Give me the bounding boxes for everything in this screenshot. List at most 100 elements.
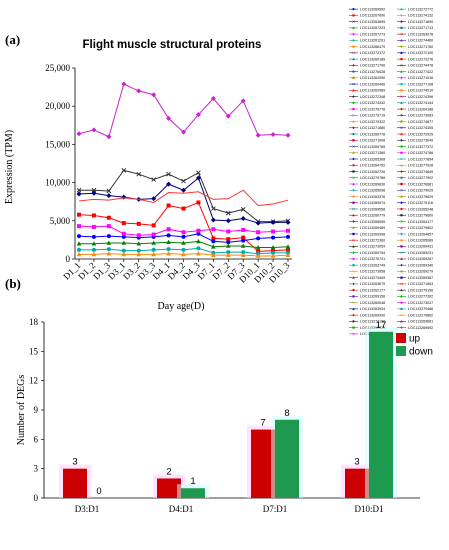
data-point	[255, 220, 261, 226]
data-point	[286, 247, 290, 252]
data-point	[166, 251, 171, 256]
data-point	[151, 232, 156, 237]
data-point	[136, 221, 141, 226]
legend-marker	[352, 239, 355, 242]
chart-a-title: Flight muscle structural proteins	[83, 39, 262, 51]
data-point	[181, 206, 186, 211]
legend-marker	[400, 57, 403, 61]
legend-marker	[400, 163, 403, 167]
chart-a-xlabel: Day age(D)	[158, 301, 205, 312]
data-point	[211, 252, 216, 257]
legend-marker	[352, 307, 355, 310]
legend-label: LOC113271880	[360, 126, 385, 130]
data-point	[151, 240, 156, 245]
data-point	[271, 248, 276, 253]
legend-label: LOC113263934	[360, 307, 385, 311]
y-tick-label: 20,000	[45, 101, 70, 111]
data-point	[77, 212, 81, 217]
legend-marker	[352, 139, 355, 142]
legend-label: LOC113269287	[408, 257, 433, 261]
legend-marker	[400, 320, 403, 323]
data-point	[166, 247, 171, 252]
legend-marker	[352, 107, 355, 111]
legend-marker	[400, 226, 403, 229]
data-point	[121, 240, 127, 245]
legend-label: LOC113274332	[360, 101, 385, 105]
legend-marker	[352, 220, 355, 223]
legend-label: LOC113277372	[408, 145, 433, 149]
legend-marker	[400, 220, 403, 223]
legend-label: LOC113272925	[408, 132, 433, 136]
data-point	[121, 194, 127, 200]
legend-marker	[352, 188, 355, 192]
legend-marker	[352, 45, 355, 48]
data-point	[166, 181, 172, 187]
data-point	[181, 178, 186, 184]
legend-marker	[352, 70, 355, 73]
legend-marker	[400, 39, 403, 42]
legend-label: LOC113279629	[408, 195, 433, 199]
legend-marker	[400, 282, 403, 286]
legend-label: LOC113266479	[360, 45, 385, 49]
data-point	[181, 187, 186, 193]
legend-marker	[400, 132, 403, 136]
legend-label: LOC113272100	[408, 51, 433, 55]
data-point	[210, 217, 216, 223]
data-point	[76, 251, 82, 257]
legend-marker	[400, 245, 403, 248]
x-tick-label: D3:D1	[75, 504, 100, 514]
legend-label: LOC113274849	[408, 170, 433, 174]
legend-label: LOC113279600	[408, 214, 433, 218]
data-point	[211, 206, 216, 211]
data-point	[151, 177, 156, 182]
data-point	[286, 228, 290, 233]
data-point	[106, 224, 111, 229]
legend-marker	[352, 176, 355, 179]
legend-marker	[352, 82, 355, 86]
legend-label: LOC113267223	[360, 26, 385, 30]
legend-marker	[400, 214, 403, 217]
legend-marker	[352, 39, 355, 42]
legend-marker	[400, 101, 403, 104]
data-point	[91, 234, 96, 239]
data-point	[256, 230, 261, 235]
data-point	[91, 127, 97, 133]
legend-marker	[352, 245, 355, 248]
legend-marker	[400, 170, 403, 173]
data-label: 1	[190, 476, 195, 487]
data-point	[91, 251, 97, 257]
legend-label: LOC113274877	[408, 120, 433, 124]
data-point	[270, 131, 276, 137]
legend-label: LOC113272348	[360, 95, 385, 99]
data-point	[91, 187, 97, 193]
data-point	[241, 250, 246, 255]
bar	[275, 419, 299, 498]
legend-label: LOC113262177	[360, 288, 385, 292]
legend-label: LOC113269431	[408, 245, 433, 249]
legend-label: LOC113269681	[408, 320, 433, 324]
data-point	[240, 98, 246, 104]
legend-marker	[400, 263, 403, 267]
data-point	[166, 171, 171, 177]
data-point	[225, 243, 231, 248]
data-point	[76, 241, 82, 246]
legend-marker	[352, 276, 355, 279]
data-point	[270, 253, 276, 258]
y-tick-label: 3	[34, 464, 39, 474]
data-point	[181, 230, 186, 235]
legend-marker	[400, 270, 403, 273]
legend-label: LOC113276778	[360, 107, 385, 111]
legend-label: LOC113260189	[360, 57, 385, 61]
legend-marker	[400, 82, 403, 86]
data-point	[166, 227, 171, 232]
data-point	[106, 240, 112, 245]
data-label: 3	[354, 457, 359, 468]
data-point	[285, 132, 291, 138]
legend-label: LOC113263679	[360, 282, 385, 286]
y-tick-label: 12	[29, 376, 38, 386]
data-point	[77, 247, 81, 252]
data-point	[136, 251, 142, 257]
data-point	[136, 241, 142, 246]
data-point	[121, 231, 126, 236]
